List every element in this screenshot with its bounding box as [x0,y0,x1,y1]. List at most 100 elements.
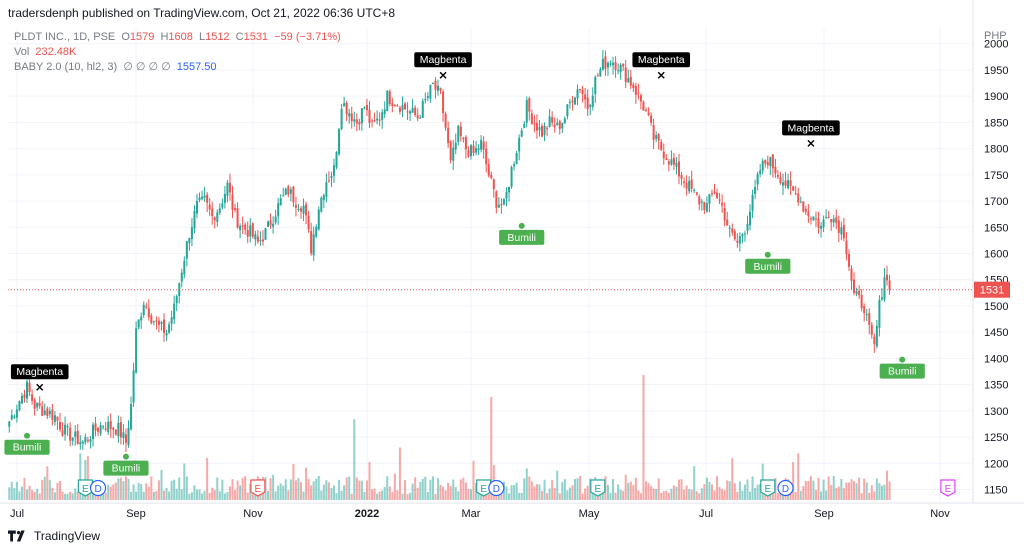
candle-body [254,234,257,240]
candle-body [558,121,561,129]
volume-bar [135,491,138,500]
time-tick-label: Mar [462,508,481,520]
candle-body [477,148,480,151]
ohlc-row: PLDT INC., 1D, PSE O1579 H1608 L1512 C15… [14,30,344,45]
candle-body [175,296,178,304]
volume-bar [41,479,44,500]
candle-body [779,177,782,184]
volume-bar [130,491,133,500]
earnings-event-marker: E [940,479,956,497]
candle-body [586,97,589,110]
volume-bar [799,490,802,500]
volume-bar [576,478,579,500]
candle-body [211,208,214,216]
candle-body [746,223,749,231]
volume-bar [406,493,409,500]
volume-bar [776,493,779,500]
candle-body [86,439,89,441]
volume-bar [251,491,254,500]
volume-bar [371,489,374,500]
time-tick-label: Jul [10,508,24,520]
volume-bar [792,462,795,500]
volume-bar [875,478,878,500]
volume-bar [264,477,267,500]
buy-signal: Bumili [103,453,149,476]
price-tick-label: 1800 [984,144,1008,156]
candle-body [206,194,209,203]
volume-bar [411,483,414,500]
volume-bar [282,485,285,500]
volume-bar [10,481,13,500]
candle-body [41,406,44,416]
candle-body [393,104,396,107]
volume-bar [38,493,41,500]
time-tick-label: May [579,508,600,520]
tradingview-footer[interactable]: TradingView [8,529,100,543]
volume-bar [383,487,386,500]
volume-bar [685,485,688,500]
candle-body [411,107,414,113]
candle-body [853,279,856,293]
candle-body [338,129,341,155]
candle-body [137,319,140,328]
volume-bar [173,479,176,500]
candle-body [117,422,120,437]
candle-body [497,204,500,208]
candle-body [766,162,769,166]
candle-body [761,160,764,171]
candle-body [464,137,467,150]
volume-bar [794,492,797,500]
candle-body [33,399,36,409]
candle-body [551,117,554,123]
volume-bar [147,486,150,500]
candle-body [860,294,863,309]
candle-body [741,234,744,237]
volume-bar [845,482,848,500]
volume-bar [738,481,741,500]
candle-body [710,193,713,195]
candle-body [223,193,226,203]
volume-bar [870,485,873,500]
volume-bar [345,477,348,500]
volume-bar [299,482,303,500]
volume-bar [439,484,442,500]
price-tick-label: 1300 [984,406,1008,418]
volume-bar [683,489,686,500]
volume-bar [650,486,653,500]
volume-bar [878,483,881,500]
candle-body [91,424,94,439]
volume-bar [71,493,74,500]
candle-body [492,179,495,190]
candle-body [119,422,122,438]
volume-bar [802,486,805,500]
event-letter: E [255,484,262,495]
volume-bar [617,484,620,500]
earnings-icon [590,479,606,497]
candle-body [28,382,31,393]
volume-bar [358,480,361,500]
volume-bar [223,493,226,500]
volume-bar [114,482,117,500]
candle-body [789,180,792,186]
candle-body [660,142,663,150]
candle-body [634,86,637,95]
volume-bar [718,487,721,500]
volume-bar [165,487,168,500]
volume-label[interactable]: Vol [14,46,30,58]
candle-body [756,173,759,185]
volume-bar [733,483,736,500]
candle-body [64,424,67,435]
candle-body [820,226,823,229]
price-tick-label: 1700 [984,196,1008,208]
candle-body [508,186,511,193]
candle-body [596,75,599,77]
symbol-label[interactable]: PLDT INC., 1D, PSE [14,31,116,43]
candle-body [317,209,320,230]
candle-body [66,426,69,428]
candle-body [157,320,160,325]
volume-bar [409,492,412,500]
buy-dot-icon [899,356,906,363]
indicator-label[interactable]: BABY 2.0 (10, hl2, 3) [14,61,118,73]
publisher-line: tradersdenph published on TradingView.co… [8,6,396,20]
